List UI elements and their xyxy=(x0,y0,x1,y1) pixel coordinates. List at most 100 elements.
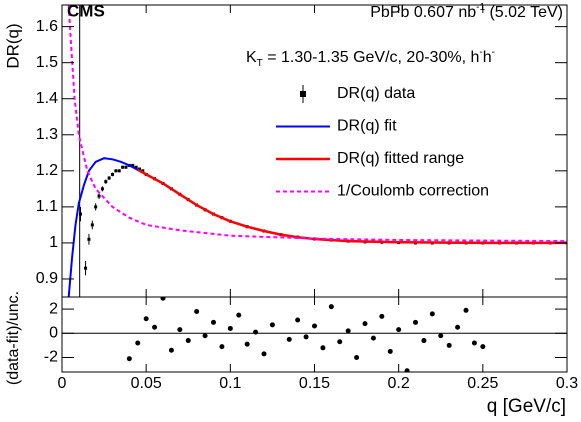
residual-point xyxy=(202,333,208,339)
residual-point xyxy=(471,340,477,346)
y-tick-label: 1.2 xyxy=(36,162,58,179)
residual-point xyxy=(387,348,393,354)
residual-point xyxy=(168,347,174,353)
curve xyxy=(137,168,567,245)
residual-point xyxy=(370,335,376,341)
legend-label: DR(q) fitted range xyxy=(337,150,464,167)
residual-point xyxy=(269,322,275,328)
text-part: K xyxy=(246,49,257,66)
data-point xyxy=(107,176,111,180)
residual-point xyxy=(194,309,200,315)
residual-point xyxy=(177,327,183,333)
text-part: PbPb 0.607 nb xyxy=(370,4,476,21)
residual-point xyxy=(227,325,233,331)
residual-point xyxy=(421,338,427,344)
curve xyxy=(67,5,567,243)
residual-point xyxy=(185,338,191,344)
data-point xyxy=(87,237,91,241)
data-point xyxy=(141,169,145,173)
residual-point xyxy=(345,328,351,334)
data-point xyxy=(131,163,135,167)
data-point xyxy=(94,205,98,209)
residual-point xyxy=(480,344,486,350)
residual-point xyxy=(303,334,309,340)
residual-point xyxy=(286,336,292,342)
data-point xyxy=(97,194,101,198)
residual-point xyxy=(379,313,385,319)
residual-point xyxy=(337,339,343,345)
y-tick-label: 0.9 xyxy=(36,270,58,287)
legend-label: DR(q) fit xyxy=(337,118,397,135)
residual-point xyxy=(404,368,410,372)
residual-point xyxy=(253,329,259,335)
data-point xyxy=(114,169,118,173)
text-part: - xyxy=(492,47,495,58)
residual-point xyxy=(160,297,166,301)
residual-point xyxy=(143,316,149,322)
residual-point xyxy=(244,341,250,347)
kt-annotation: KT = 1.30-1.35 GeV/c, 20-30%, h-h- xyxy=(246,47,495,69)
x-tick-label: 0.05 xyxy=(131,375,162,392)
legend-label: 1/Coulomb correction xyxy=(337,183,489,200)
data-point xyxy=(124,165,128,169)
residual-point xyxy=(463,307,469,313)
text-part: - xyxy=(479,47,482,58)
x-tick-label: 0.2 xyxy=(388,375,410,392)
y-tick-label: 1.3 xyxy=(36,126,58,143)
data-point xyxy=(90,223,94,227)
data-point xyxy=(117,169,121,173)
y-tick-label: 1 xyxy=(49,234,58,251)
text-part: (5.02 TeV) xyxy=(485,4,563,21)
residual-point xyxy=(396,327,402,333)
x-tick-label: 0 xyxy=(58,375,67,392)
text-part: T xyxy=(257,58,263,69)
residual-point xyxy=(328,304,334,310)
text-part: = 1.30-1.35 GeV/c, 20-30%, h xyxy=(263,49,480,66)
residual-point xyxy=(455,324,461,330)
bottom-plot xyxy=(62,297,567,372)
residual-point xyxy=(429,311,435,317)
data-point xyxy=(111,172,114,176)
residual-axis-title: (data-fit)/unc. xyxy=(5,291,22,385)
residual-point xyxy=(312,323,317,329)
y-tick-label: 1.1 xyxy=(36,198,58,215)
x-axis-title: q [GeV/c] xyxy=(487,396,566,417)
x-tick-label: 0.1 xyxy=(219,375,241,392)
residual-point xyxy=(413,319,418,325)
residual-point xyxy=(320,345,326,351)
residual-point xyxy=(295,317,301,323)
residual-point xyxy=(152,324,158,330)
data-point xyxy=(79,212,83,216)
residual-point xyxy=(446,342,452,348)
text-part: h xyxy=(483,49,492,66)
residual-point xyxy=(219,344,225,350)
y-tick-label: 1.6 xyxy=(36,18,58,35)
y-tick-label: 1.5 xyxy=(36,54,58,71)
y-tick-label: 2 xyxy=(49,300,58,317)
y-tick-label: -2 xyxy=(44,349,58,366)
data-point xyxy=(121,165,125,169)
y-axis-title: DR(q) xyxy=(3,23,22,68)
data-point xyxy=(104,180,108,184)
legend-marker xyxy=(300,91,306,97)
legend-label: DR(q) data xyxy=(337,85,415,102)
residual-point xyxy=(362,321,368,327)
residual-point xyxy=(236,312,242,318)
residual-point xyxy=(211,319,216,325)
experiment-label: CMS xyxy=(67,1,105,20)
residual-point xyxy=(126,356,132,362)
top-plot xyxy=(67,5,567,297)
residual-point xyxy=(354,354,360,360)
y-tick-label: 1.4 xyxy=(36,90,58,107)
text-part: -1 xyxy=(476,2,485,13)
residual-point xyxy=(135,340,141,346)
data-point xyxy=(134,165,138,169)
data-point xyxy=(137,167,141,171)
residual-point xyxy=(261,351,267,357)
y-tick-label: 0 xyxy=(49,325,58,342)
x-tick-label: 0.25 xyxy=(467,375,498,392)
data-point xyxy=(84,266,88,270)
x-tick-label: 0.3 xyxy=(556,375,578,392)
